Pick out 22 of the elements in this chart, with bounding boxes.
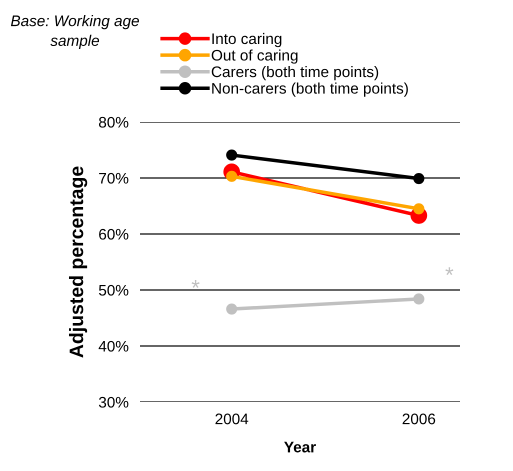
annotation: *: [445, 267, 454, 275]
x-tick-label: 2004: [215, 414, 248, 424]
y-tick-label: 30%: [98, 396, 128, 408]
y-tick-label: 70%: [99, 172, 128, 184]
x-axis-title: Year: [284, 442, 316, 452]
point: [413, 173, 424, 184]
legend-label: Out of caring: [212, 49, 298, 64]
y-tick-label: 60%: [99, 228, 128, 240]
legend-label: Carers (both time points): [212, 66, 378, 80]
annotation: *: [192, 280, 200, 288]
text: Base: Working age sample: [10, 15, 139, 50]
legend-label: Into caring: [212, 32, 282, 48]
legend-label: Non-carers (both time points): [212, 82, 408, 97]
y-tick-label: 40%: [98, 340, 128, 352]
y-tick-label: 80%: [98, 116, 128, 128]
y-axis-title: Adjusted percentage: [68, 166, 88, 358]
point: [226, 303, 238, 315]
x-tick-label: 2006: [402, 414, 436, 424]
point: [413, 203, 424, 214]
point: [226, 149, 238, 161]
point: [413, 293, 424, 305]
y-tick-label: 50%: [98, 284, 128, 296]
